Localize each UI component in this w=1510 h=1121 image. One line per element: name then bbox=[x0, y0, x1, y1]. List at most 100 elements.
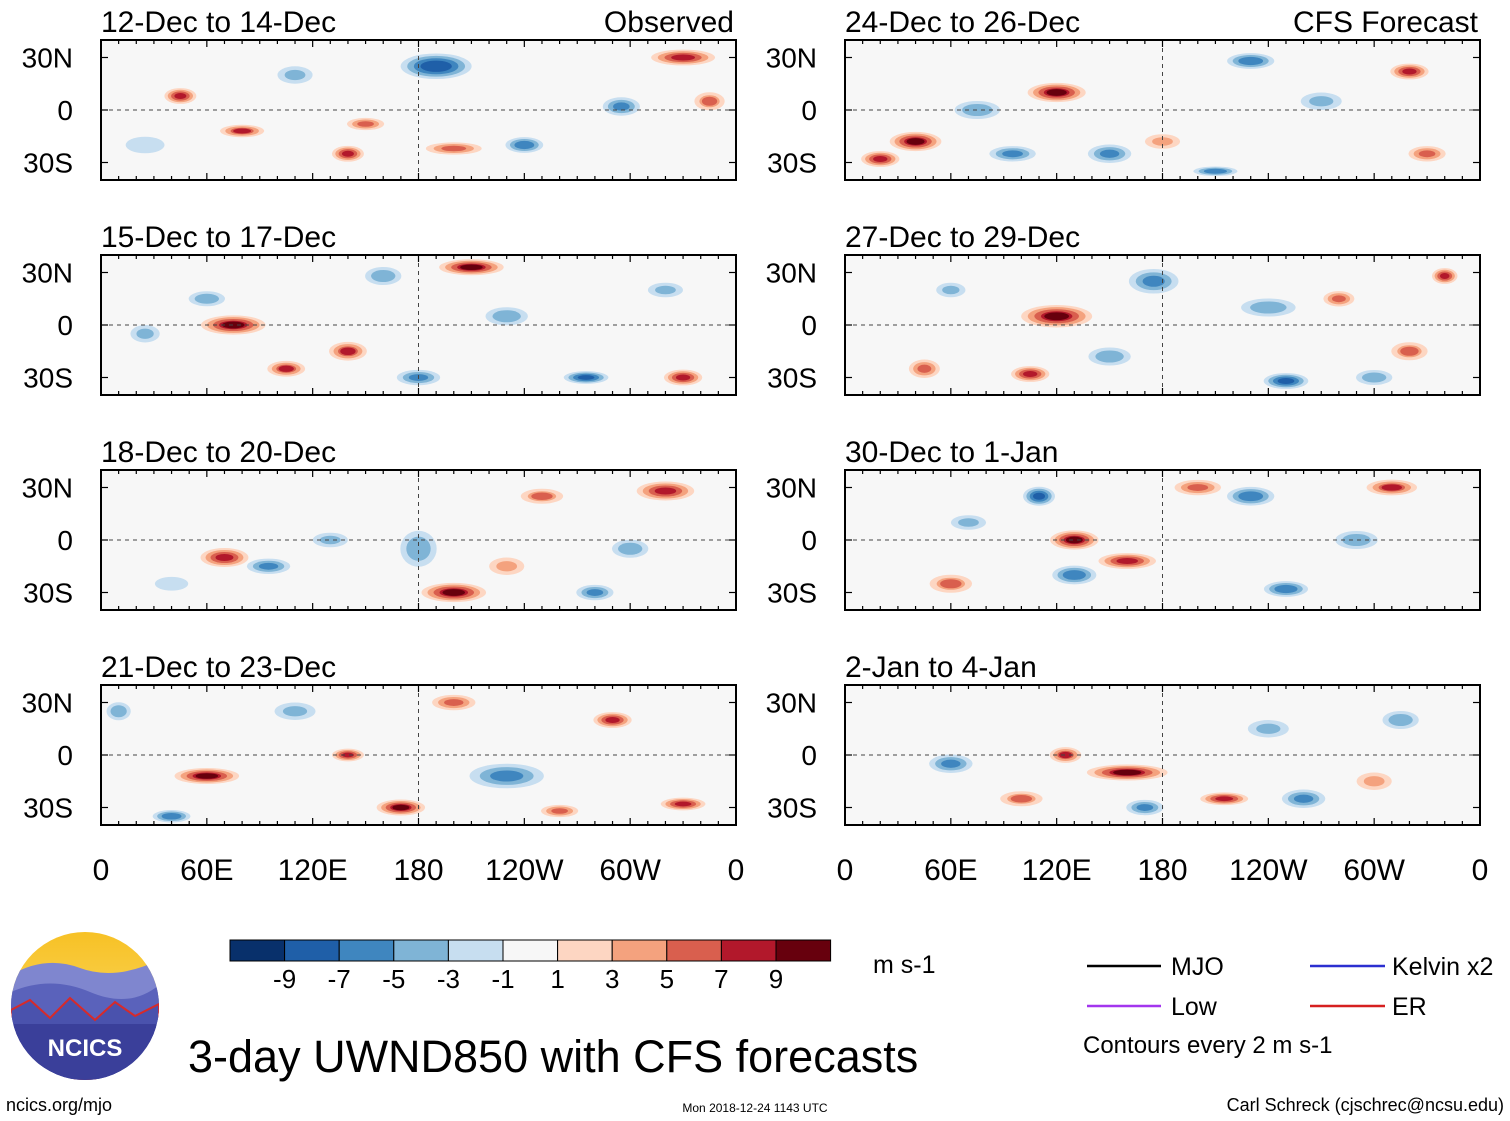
panel-period: 27-Dec to 29-Dec bbox=[845, 221, 1080, 254]
x-tick-label: 60E bbox=[924, 854, 977, 887]
anomaly-contour bbox=[941, 759, 961, 768]
x-tick-label: 60W bbox=[1343, 854, 1405, 887]
panel-7: 30N 0 30S 21-Dec to 23-Dec bbox=[22, 651, 737, 826]
x-tick-label: 120W bbox=[485, 854, 564, 887]
anomaly-contour bbox=[136, 328, 154, 339]
anomaly-contour bbox=[873, 156, 888, 162]
anomaly-contour bbox=[1142, 275, 1165, 287]
anomaly-contour bbox=[423, 61, 449, 71]
anomaly-contour bbox=[282, 706, 308, 717]
anomaly-contour bbox=[958, 518, 979, 527]
x-tick-label: 60W bbox=[599, 854, 661, 887]
anomaly-contour bbox=[197, 294, 217, 303]
panel-period: 2-Jan to 4-Jan bbox=[845, 651, 1037, 684]
y-tick-label: 0 bbox=[57, 525, 73, 556]
y-tick-label: 30N bbox=[22, 688, 73, 719]
colorbar-swatch bbox=[502, 939, 559, 962]
y-tick-label: 0 bbox=[57, 740, 73, 771]
anomaly-contour bbox=[940, 579, 962, 589]
panel-1: 30N 0 30S 12-Dec to 14-Dec Observed bbox=[22, 6, 737, 181]
anomaly-field bbox=[130, 259, 703, 386]
x-axis-labels: 0 60E 120E 180 120W 60W 0 0 60E 120E 180 120W 60W 0 bbox=[93, 854, 1489, 887]
anomaly-contour bbox=[1010, 794, 1033, 803]
anomaly-contour bbox=[620, 544, 640, 554]
anomaly-field bbox=[861, 53, 1446, 176]
figure-title: 3-day UWND850 with CFS forecasts bbox=[188, 1031, 918, 1082]
panel-period: 12-Dec to 14-Dec bbox=[101, 6, 336, 39]
timestamp: Mon 2018-12-24 1143 UTC bbox=[682, 1101, 828, 1115]
x-tick-label: 60E bbox=[180, 854, 233, 887]
anomaly-contour bbox=[233, 128, 252, 134]
anomaly-contour bbox=[159, 578, 184, 589]
anomaly-contour bbox=[215, 553, 234, 562]
anomaly-contour bbox=[357, 121, 374, 127]
colorbar-tick-label: -7 bbox=[328, 964, 351, 994]
anomaly-contour bbox=[1277, 378, 1295, 384]
anomaly-field bbox=[929, 710, 1419, 816]
y-tick-label: 0 bbox=[57, 95, 73, 126]
colorbar-units: m s-1 bbox=[873, 951, 936, 979]
legend-label-er: ER bbox=[1392, 993, 1427, 1021]
colorbar-swatch bbox=[447, 939, 504, 962]
anomaly-contour bbox=[1152, 137, 1173, 146]
anomaly-contour bbox=[1215, 796, 1234, 802]
anomaly-contour bbox=[675, 374, 691, 381]
panel-5: 30N 0 30S 18-Dec to 20-Dec bbox=[22, 436, 737, 611]
colorbar-swatch bbox=[666, 939, 722, 962]
y-tick-label: 30S bbox=[767, 363, 817, 394]
x-tick-label: 120E bbox=[1022, 854, 1092, 887]
website-link[interactable]: ncics.org/mjo bbox=[6, 1095, 112, 1115]
anomaly-contour bbox=[1241, 492, 1261, 501]
anomaly-contour bbox=[1023, 371, 1038, 377]
y-tick-label: 0 bbox=[801, 525, 817, 556]
anomaly-contour bbox=[1241, 57, 1261, 65]
anomaly-contour bbox=[671, 54, 696, 61]
colorbar-tick-label: 1 bbox=[550, 964, 564, 994]
anomaly-contour bbox=[586, 589, 604, 596]
anomaly-contour bbox=[917, 364, 932, 373]
anomaly-contour bbox=[1065, 571, 1084, 579]
anomaly-contour bbox=[163, 813, 180, 819]
anomaly-contour bbox=[906, 138, 925, 145]
y-tick-label: 30N bbox=[766, 473, 817, 504]
colorbar-tick-labels: -9 -7 -5 -3 -1 1 3 5 7 9 bbox=[273, 964, 783, 994]
anomaly-contour bbox=[444, 699, 464, 706]
anomaly-contour bbox=[442, 589, 466, 596]
anomaly-contour bbox=[392, 804, 410, 811]
anomaly-contour bbox=[1439, 273, 1450, 279]
colorbar-tick-label: 7 bbox=[714, 964, 728, 994]
anomaly-contour bbox=[1364, 373, 1384, 382]
x-tick-label: 120W bbox=[1229, 854, 1308, 887]
anomaly-contour bbox=[1381, 484, 1403, 491]
anomaly-contour bbox=[341, 150, 354, 157]
legend-item-mjo: MJO bbox=[1087, 953, 1224, 981]
colorbar-tick-label: 5 bbox=[660, 964, 674, 994]
anomaly-contour bbox=[1254, 302, 1283, 313]
panel-6: 30N 0 30S 30-Dec to 1-Jan bbox=[766, 436, 1481, 611]
colorbar-swatch bbox=[611, 939, 668, 962]
colorbar-swatch bbox=[557, 939, 613, 962]
anomaly-contour bbox=[1136, 804, 1154, 811]
panel-3: 30N 0 30S 15-Dec to 17-Dec bbox=[22, 221, 737, 396]
panel-period: 30-Dec to 1-Jan bbox=[845, 436, 1058, 469]
anomaly-field bbox=[106, 694, 706, 823]
anomaly-field bbox=[929, 479, 1418, 597]
legend-label-kelvin: Kelvin x2 bbox=[1392, 953, 1493, 981]
anomaly-contour bbox=[319, 535, 341, 545]
anomaly-contour bbox=[655, 285, 676, 295]
anomaly-contour bbox=[701, 96, 718, 106]
anomaly-contour bbox=[1309, 96, 1334, 107]
x-tick-label: 0 bbox=[728, 854, 745, 887]
logo-text: NCICS bbox=[48, 1035, 123, 1062]
anomaly-contour bbox=[1402, 68, 1417, 75]
colorbar-swatch bbox=[229, 939, 286, 962]
anomaly-contour bbox=[942, 285, 960, 295]
y-tick-label: 30N bbox=[766, 258, 817, 289]
anomaly-contour bbox=[674, 801, 692, 807]
anomaly-contour bbox=[613, 102, 630, 111]
legend-label-low: Low bbox=[1171, 993, 1218, 1021]
anomaly-contour bbox=[340, 347, 356, 356]
anomaly-contour bbox=[284, 69, 306, 81]
colorbar-tick-label: -3 bbox=[437, 964, 460, 994]
anomaly-contour bbox=[965, 105, 989, 115]
